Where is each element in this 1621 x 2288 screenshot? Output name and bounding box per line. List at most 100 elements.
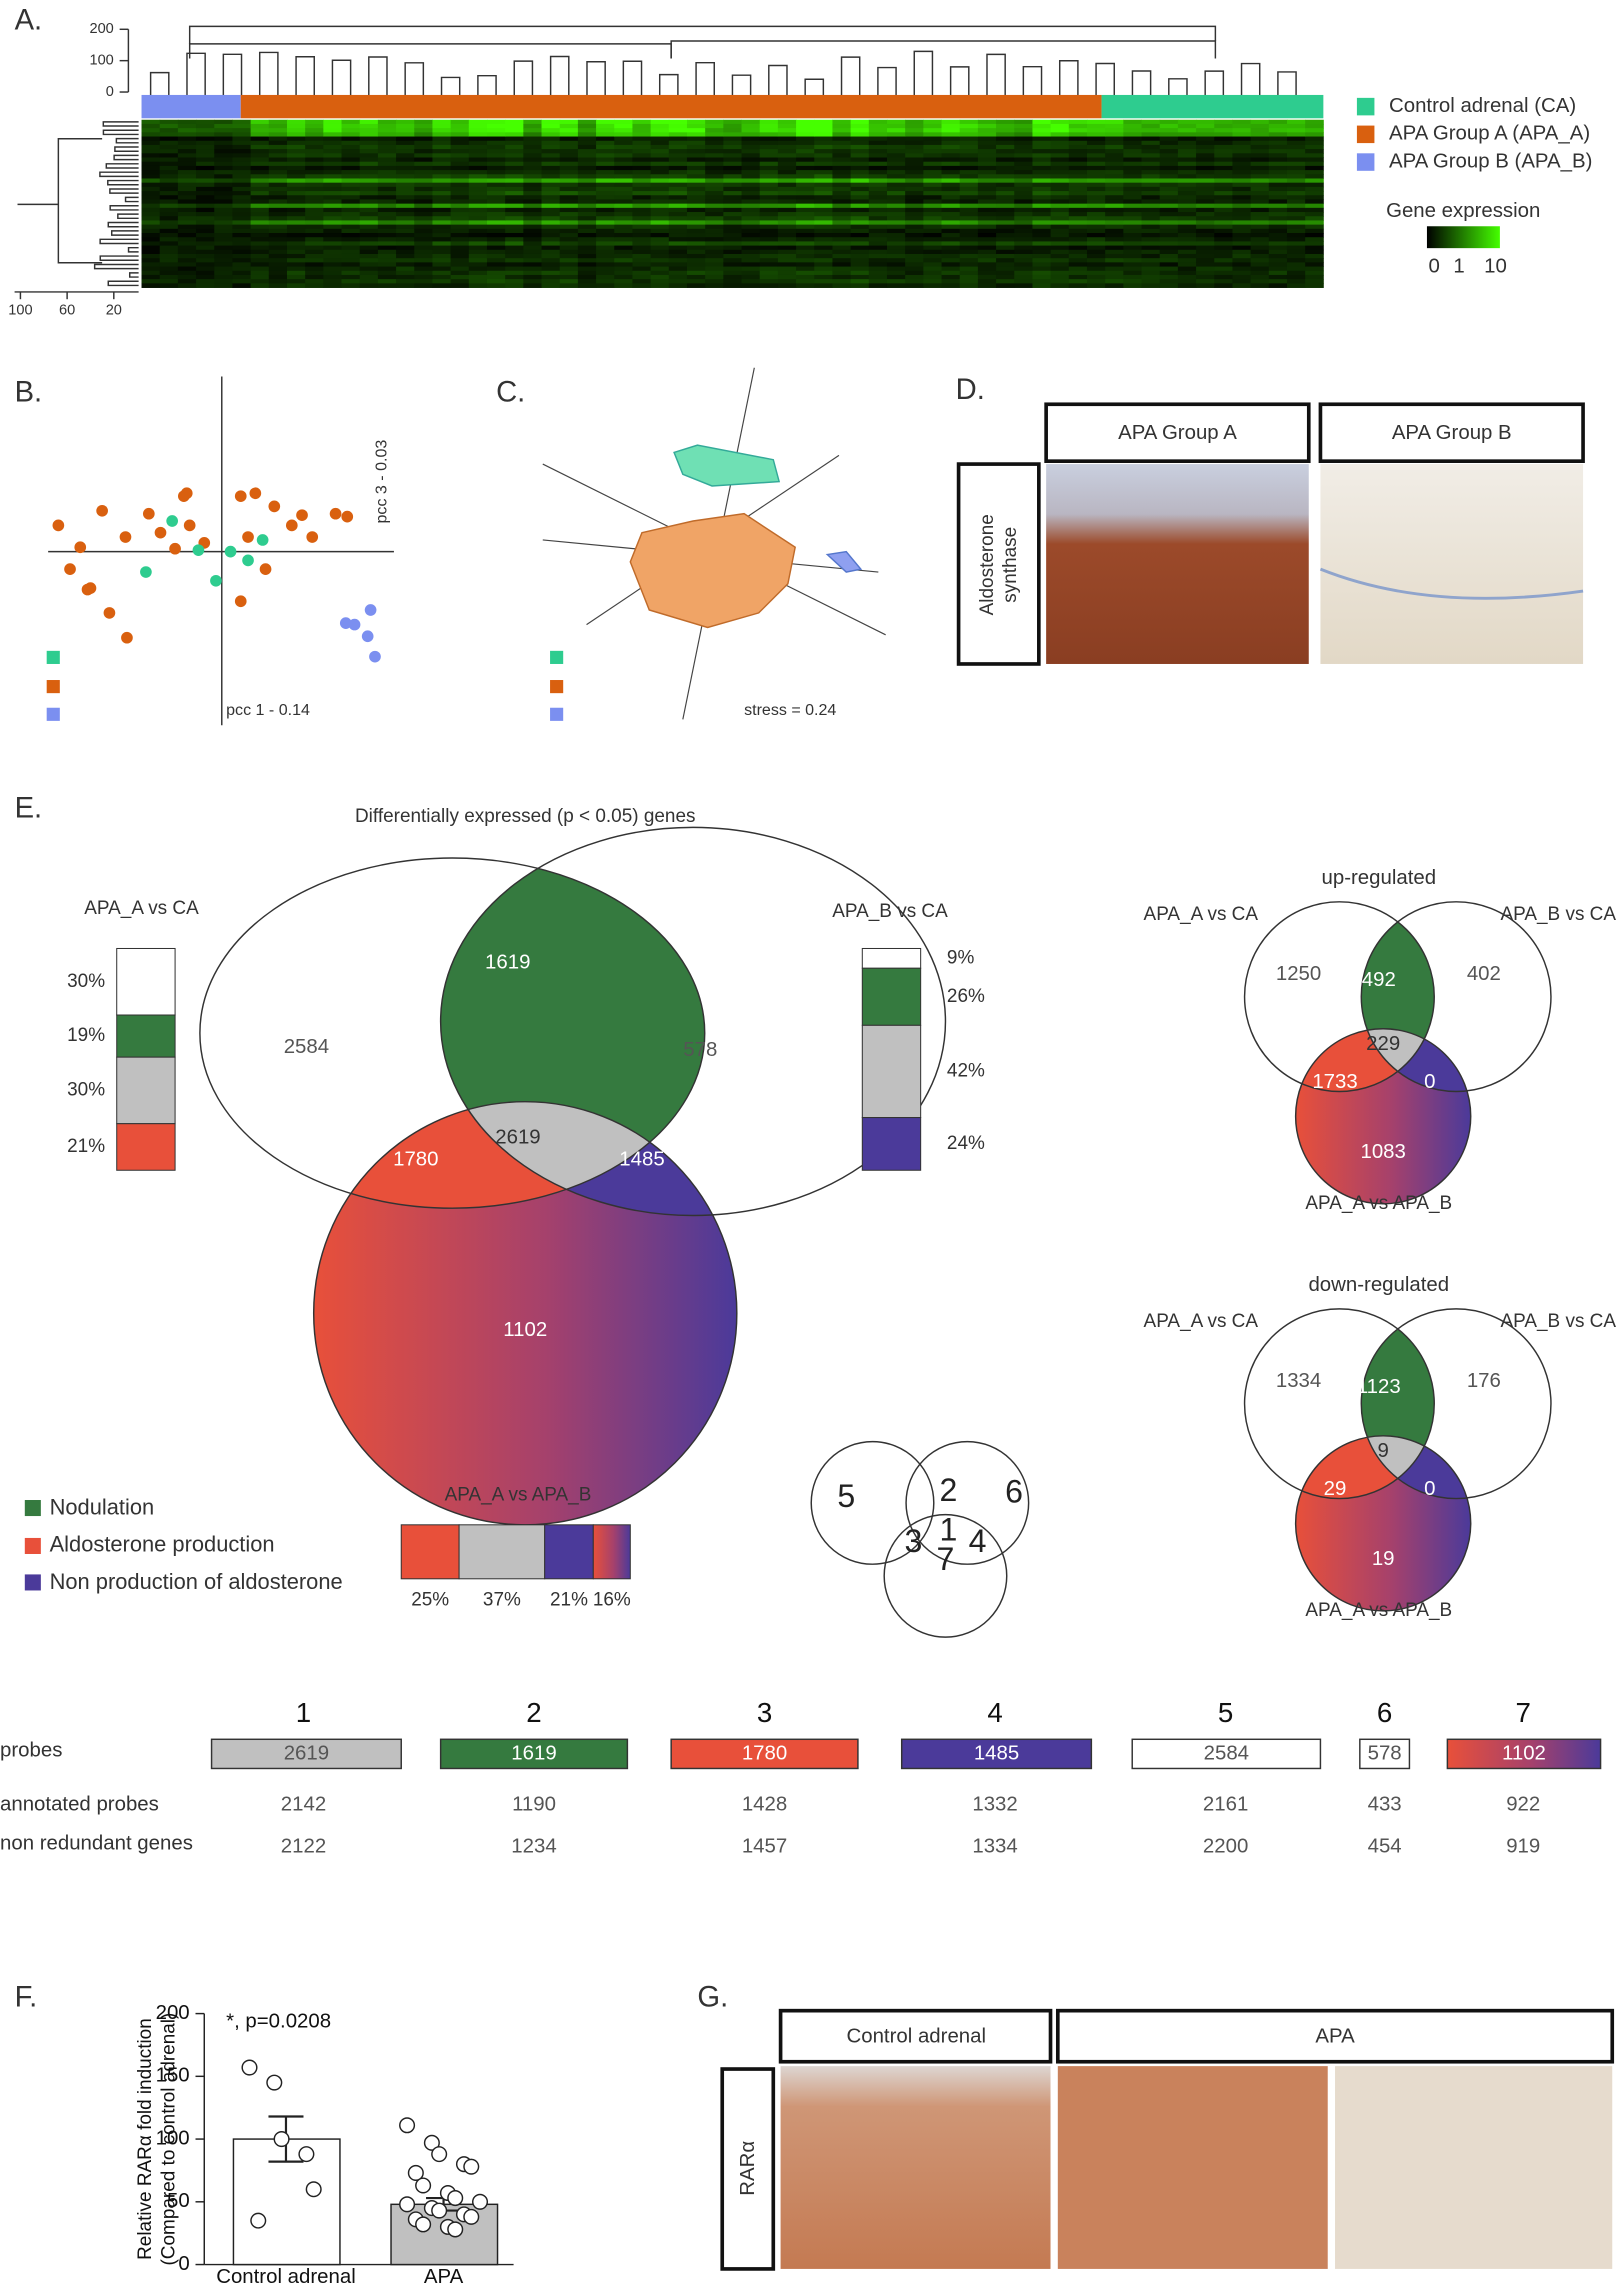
heat-cell xyxy=(1177,203,1197,209)
heat-cell xyxy=(341,279,361,284)
heat-cell xyxy=(1086,233,1106,238)
heat-cell xyxy=(1214,212,1233,217)
heat-cell xyxy=(1123,216,1142,221)
label: 3 xyxy=(757,1697,772,1728)
heat-cell xyxy=(614,283,633,288)
heat-cell xyxy=(577,182,597,188)
heat-cell xyxy=(1032,191,1052,196)
heat-cell xyxy=(141,245,161,251)
heat-cell xyxy=(868,132,888,137)
heat-cell xyxy=(1268,165,1288,171)
heat-cell xyxy=(1141,212,1161,217)
heat-cell xyxy=(996,274,1015,280)
heat-cell xyxy=(1105,270,1124,276)
label: C. xyxy=(496,377,525,409)
heat-cell xyxy=(1196,258,1215,263)
heat-cell xyxy=(159,178,179,184)
heat-cell xyxy=(414,186,433,192)
heat-cell xyxy=(1050,258,1070,263)
heat-cell xyxy=(650,216,670,221)
region-count: 1619 xyxy=(485,951,530,973)
heat-cell xyxy=(723,161,742,167)
heat-cell xyxy=(1014,132,1033,137)
stack-segment xyxy=(116,1123,176,1171)
heat-cell xyxy=(323,195,342,200)
point xyxy=(348,618,361,631)
heat-cell xyxy=(523,266,542,272)
heat-cell xyxy=(450,258,470,263)
heat-cell xyxy=(505,249,524,255)
heat-cell xyxy=(232,153,252,158)
heat-cell xyxy=(832,241,852,247)
heat-cell xyxy=(868,170,888,175)
heat-cell xyxy=(686,241,706,247)
heat-cell xyxy=(305,178,324,184)
heat-cell xyxy=(323,228,342,234)
heat-cell xyxy=(905,165,924,171)
heat-cell xyxy=(377,191,397,196)
heat-cell xyxy=(305,253,324,259)
heat-cell xyxy=(432,144,452,150)
heat-cell xyxy=(1032,237,1052,242)
heat-cell xyxy=(777,157,797,163)
heat-cell xyxy=(468,228,488,234)
heat-cell xyxy=(268,165,288,171)
heat-cell xyxy=(268,212,288,217)
heat-cell xyxy=(705,253,724,259)
heat-cell xyxy=(959,203,979,209)
heat-cell xyxy=(850,220,870,226)
label: 2161 xyxy=(1203,1793,1248,1815)
heat-cell xyxy=(905,266,924,272)
heat-cell xyxy=(705,249,724,255)
heat-cell xyxy=(977,128,997,133)
heat-cell xyxy=(614,249,633,255)
heat-cell xyxy=(850,191,870,196)
heat-cell xyxy=(486,245,506,251)
label: 7 xyxy=(1516,1697,1531,1728)
heat-cell xyxy=(377,128,397,133)
heat-cell xyxy=(741,128,761,133)
heat-cell xyxy=(177,178,197,184)
heat-cell xyxy=(1123,195,1142,200)
heat-cell xyxy=(759,144,779,150)
heat-cell xyxy=(759,237,779,242)
heat-cell xyxy=(1105,136,1124,142)
heat-cell xyxy=(886,195,906,200)
heat-cell xyxy=(341,161,361,167)
heat-cell xyxy=(1159,136,1179,142)
heat-cell xyxy=(632,186,652,192)
heat-cell xyxy=(777,220,797,226)
heat-cell xyxy=(1196,191,1215,196)
heat-cell xyxy=(850,153,870,158)
heat-cell xyxy=(759,279,779,284)
heat-cell xyxy=(1123,170,1142,175)
heat-cell xyxy=(1086,136,1106,142)
heat-cell xyxy=(1159,237,1179,242)
heat-cell xyxy=(1232,233,1252,238)
heat-cell xyxy=(777,270,797,276)
heat-cell xyxy=(1196,123,1215,129)
heat-cell xyxy=(450,237,470,242)
heat-cell xyxy=(705,270,724,276)
heat-cell xyxy=(541,258,561,263)
heat-cell xyxy=(177,140,197,146)
heat-cell xyxy=(668,279,688,284)
point xyxy=(306,531,319,543)
heat-cell xyxy=(650,274,670,280)
heat-cell xyxy=(1177,228,1197,234)
heat-cell xyxy=(232,220,252,226)
heat-cell xyxy=(977,123,997,129)
heat-cell xyxy=(1268,203,1288,209)
label: APA_A vs CA xyxy=(84,898,199,919)
label: 19% xyxy=(67,1025,105,1046)
heat-cell xyxy=(941,199,961,205)
heat-cell xyxy=(468,132,488,137)
heat-cell xyxy=(705,195,724,200)
heat-cell xyxy=(541,253,561,259)
dendro-branch xyxy=(188,25,1217,44)
heat-cell xyxy=(1032,186,1052,192)
heat-cell xyxy=(868,186,888,192)
heat-cell xyxy=(286,136,306,142)
heat-cell xyxy=(559,144,579,150)
heat-cell xyxy=(377,123,397,129)
